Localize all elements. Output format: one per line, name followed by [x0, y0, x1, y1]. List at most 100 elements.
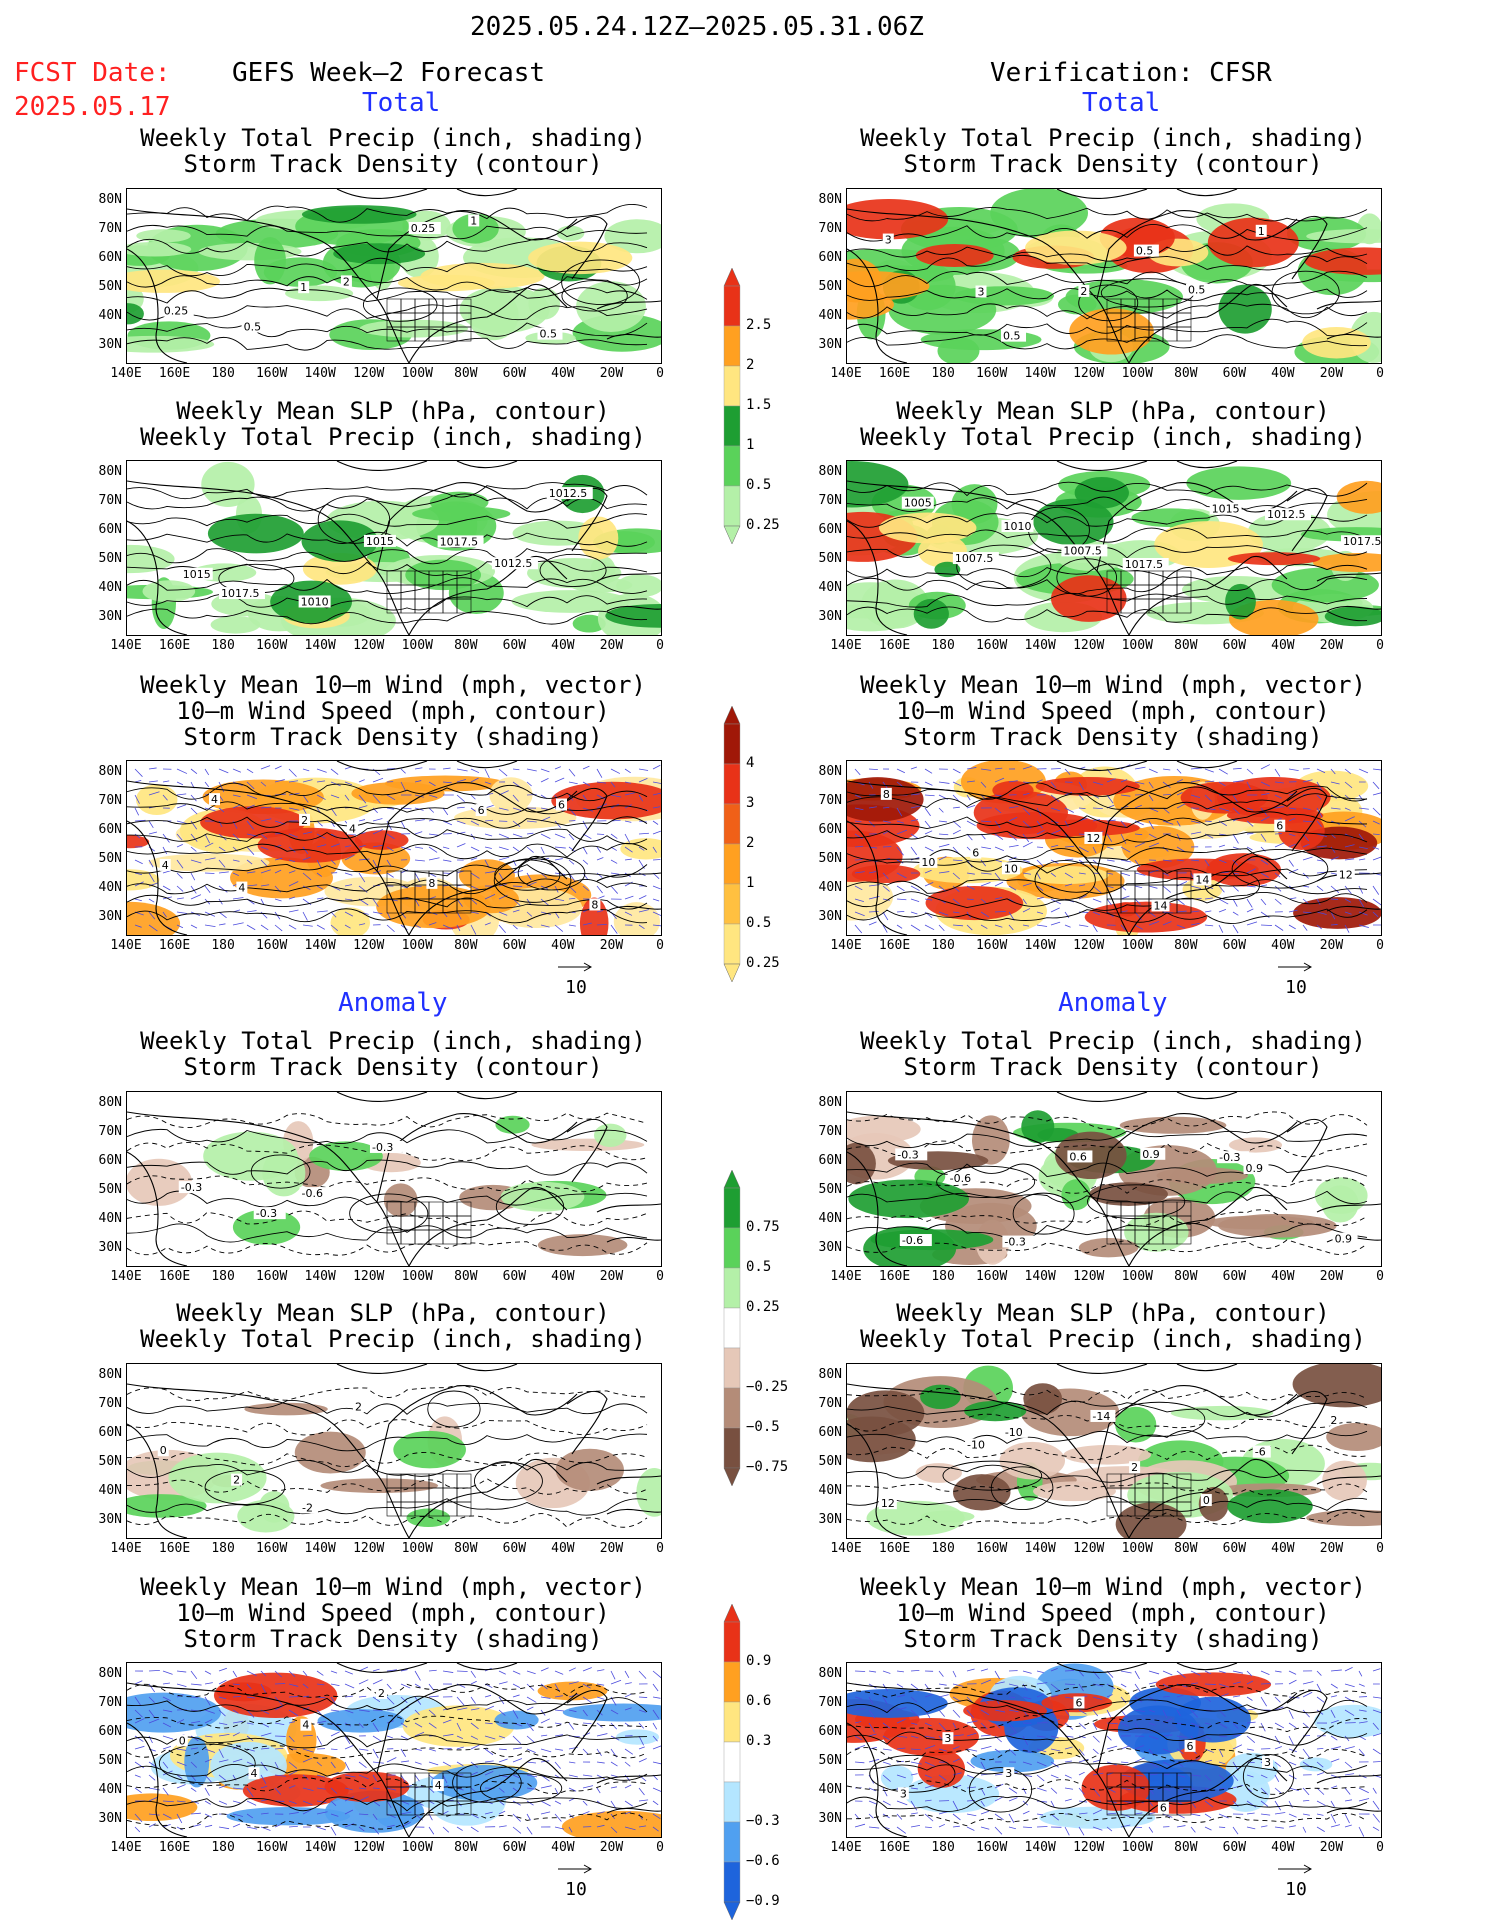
contour-label: 10: [1004, 862, 1018, 875]
lon-tick-label: 140W: [1024, 938, 1056, 953]
lon-tick-label: 160W: [255, 1269, 288, 1284]
lon-tick-label: 80W: [454, 1541, 478, 1556]
lat-tick-label: 40N: [818, 1483, 842, 1498]
lat-tick-label: 40N: [98, 1483, 122, 1498]
contour-label: -0.3: [1004, 1236, 1025, 1249]
left-total-label: Total: [362, 88, 441, 118]
lon-tick-label: 40W: [551, 638, 575, 653]
colorbar-tick-label: 0.5: [746, 477, 772, 493]
lon-tick-label: 0: [656, 1541, 664, 1556]
lon-tick-label: 180: [211, 638, 235, 653]
lon-tick-label: 20W: [599, 1541, 624, 1556]
map-panel-L5: 0 2 -2 2: [126, 1363, 662, 1539]
contour-label: 10: [921, 856, 935, 869]
colorbar-storm_anom: 0.9 0.6 0.3 −0.3 −0.6 −0.9: [720, 1603, 780, 1924]
contour-label: 1007.5: [1063, 544, 1102, 557]
lat-tick-label: 40N: [818, 308, 842, 323]
contour-label: 3: [978, 285, 985, 298]
lat-tick-label: 80N: [98, 764, 122, 779]
contour-label: 0.5: [1136, 245, 1154, 258]
lon-tick-label: 100W: [1121, 1269, 1153, 1284]
lon-tick-label: 0: [656, 938, 664, 953]
colorbar-tick-label: 0.5: [746, 915, 772, 931]
contour-label: 1015: [366, 535, 394, 548]
contour-label: -0.6: [302, 1187, 323, 1200]
panel-title-line: Weekly Mean SLP (hPa, contour): [896, 397, 1330, 425]
lat-tick-label: 70N: [818, 493, 842, 508]
lon-tick-label: 80W: [1174, 938, 1198, 953]
coastlines: [847, 1092, 1381, 1266]
lat-tick-label: 80N: [818, 192, 842, 207]
lat-tick-label: 60N: [98, 1153, 122, 1168]
contour-label: 4: [250, 1767, 257, 1780]
contour-label: 14: [1195, 873, 1209, 886]
lon-tick-label: 0: [1376, 938, 1384, 953]
lat-tick-label: 70N: [98, 221, 122, 236]
lon-tick-label: 120W: [353, 366, 385, 381]
lon-tick-label: 60W: [502, 638, 527, 653]
lon-tick-label: 0: [1376, 1269, 1384, 1284]
lon-tick-label: 20W: [599, 638, 624, 653]
coastlines: [127, 1364, 661, 1538]
contour-label: 6: [558, 799, 565, 812]
lat-tick-label: 50N: [98, 279, 122, 294]
coastlines: [847, 461, 1381, 635]
map-panel-L2: 1015 1017.5 1010 1015 1017.5 1012.5 1012.5: [126, 460, 662, 636]
contour-label: 1007.5: [955, 552, 994, 565]
lat-tick-label: 50N: [818, 1182, 842, 1197]
colorbar-tick-label: −0.3: [746, 1813, 780, 1829]
lon-tick-label: 40W: [551, 938, 575, 953]
lat-tick-label: 60N: [818, 1153, 842, 1168]
right-anomaly-label: Anomaly: [1058, 988, 1168, 1018]
panel-title-R4: Weekly Total Precip (inch, shading) Storm…: [806, 1028, 1420, 1080]
contour-label: 6: [478, 804, 485, 817]
lon-tick-label: 160W: [255, 366, 288, 381]
contour-label: 1017.5: [221, 587, 260, 600]
vector-reference: 10: [1276, 956, 1316, 998]
map-panel-R6: 3 3 3 6 6 6 3: [846, 1662, 1382, 1838]
lon-tick-label: 120W: [353, 1840, 385, 1855]
panel-title-line: 10–m Wind Speed (mph, contour): [176, 697, 610, 725]
lat-tick-label: 70N: [818, 1124, 842, 1139]
lat-tick-label: 40N: [818, 880, 842, 895]
lon-tick-label: 20W: [1319, 1541, 1344, 1556]
lon-tick-label: 140E: [110, 938, 142, 953]
contour-label: 0.25: [411, 222, 436, 235]
lat-tick-label: 80N: [818, 1367, 842, 1382]
lat-tick-label: 50N: [98, 1753, 122, 1768]
contour-label: 1: [300, 281, 307, 294]
panel-title-R1: Weekly Total Precip (inch, shading) Storm…: [806, 125, 1420, 177]
lon-tick-label: 60W: [1222, 1840, 1247, 1855]
lon-tick-label: 140W: [1024, 638, 1056, 653]
lon-tick-label: 140W: [304, 1269, 336, 1284]
contour-label: 14: [1153, 899, 1167, 912]
lat-tick-label: 70N: [98, 793, 122, 808]
lon-tick-label: 180: [211, 1269, 235, 1284]
lon-tick-label: 160E: [158, 638, 191, 653]
map-panel-R3: 8 6 10 12 14 14 6 12 10: [846, 760, 1382, 936]
contour-lines: [847, 1684, 1368, 1827]
contour-label: 6: [1075, 1696, 1082, 1709]
colorbar-tick-label: 0.9: [746, 1653, 772, 1669]
panel-title-L2: Weekly Mean SLP (hPa, contour) Weekly Tot…: [86, 398, 700, 450]
contour-label: 8: [883, 788, 890, 801]
contour-label: 1017.5: [440, 535, 479, 548]
colorbar-precip_anom: 0.75 0.5 0.25 −0.25 −0.5 −0.75: [720, 1169, 788, 1490]
lon-tick-label: 160E: [878, 638, 911, 653]
map-panel-R5: 12 -10 -10 -14 2 0 -6 2: [846, 1363, 1382, 1539]
contour-label: 0.9: [1142, 1148, 1160, 1161]
lon-tick-label: 140W: [304, 366, 336, 381]
lat-tick-label: 70N: [98, 1396, 122, 1411]
lon-tick-label: 140E: [110, 1840, 142, 1855]
lon-tick-label: 0: [656, 1269, 664, 1284]
contour-label: 4: [211, 793, 218, 806]
contour-label: 0.6: [1069, 1150, 1087, 1163]
colorbar-tick-label: 0.25: [746, 1299, 780, 1315]
lat-tick-label: 50N: [98, 1454, 122, 1469]
lon-tick-label: 160W: [975, 1269, 1008, 1284]
panel-title-line: Weekly Total Precip (inch, shading): [860, 423, 1366, 451]
lat-tick-label: 40N: [818, 1211, 842, 1226]
panel-title-L5: Weekly Mean SLP (hPa, contour) Weekly Tot…: [86, 1300, 700, 1352]
lon-tick-label: 100W: [1121, 638, 1153, 653]
precip-anomaly: [127, 1402, 661, 1533]
